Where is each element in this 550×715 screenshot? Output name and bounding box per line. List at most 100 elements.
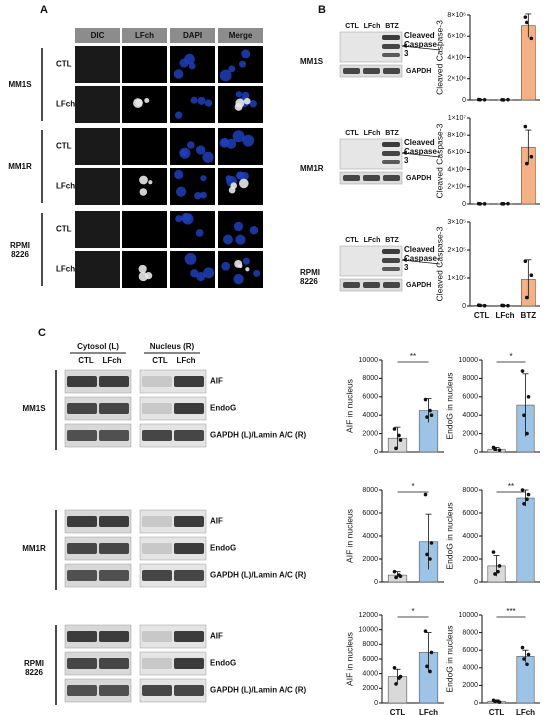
y-tick-label: 10000 <box>359 627 379 634</box>
data-point <box>520 369 525 373</box>
y-tick-label: 10000 <box>359 357 379 364</box>
column-header-box <box>170 28 215 43</box>
y-axis-label: EndoG in nucleus <box>444 625 454 692</box>
data-point <box>392 427 397 431</box>
blot-membrane <box>139 678 207 703</box>
data-point <box>493 699 497 704</box>
blot-membrane <box>64 678 132 703</box>
column-header: DAPI <box>183 31 202 40</box>
y-tick-label: 4000 <box>462 533 478 540</box>
group-label: MM1R <box>8 161 32 171</box>
data-point <box>392 666 397 670</box>
y-tick-label: 8000 <box>362 487 378 494</box>
data-point <box>522 413 526 418</box>
data-point <box>526 395 531 399</box>
blot-band <box>343 175 360 181</box>
y-tick-label: 1×10⁷ <box>448 115 467 122</box>
loading-label: GAPDH <box>406 175 431 182</box>
data-point <box>523 15 528 19</box>
blot-band <box>383 175 400 181</box>
loading-label: GAPDH <box>406 282 431 289</box>
micrograph <box>122 46 167 83</box>
y-tick-label: 6000 <box>362 510 378 517</box>
nucleus <box>238 60 247 68</box>
y-tick-label: 2000 <box>362 685 378 692</box>
nucleus <box>173 69 184 79</box>
column-header-box <box>122 28 167 43</box>
data-point <box>482 202 487 206</box>
blot-band <box>142 543 172 554</box>
data-point <box>525 497 529 502</box>
data-point <box>394 575 398 580</box>
panel-label: C <box>38 327 46 339</box>
micrograph <box>75 168 120 205</box>
data-point <box>425 552 429 557</box>
y-tick-label: 10000 <box>459 357 479 364</box>
y-tick-label: 0 <box>474 579 478 586</box>
x-tick-label: CTL <box>489 708 505 715</box>
x-tick-label: CTL <box>474 311 490 320</box>
bar <box>516 497 535 583</box>
lf-signal <box>235 98 245 108</box>
y-tick-label: 4000 <box>362 533 378 540</box>
blot-membrane <box>139 423 207 448</box>
y-axis-label: Cleaved Caspase-3 <box>434 123 444 198</box>
loading-label: GAPDH <box>406 68 431 75</box>
data-point <box>397 433 401 438</box>
nucleus <box>196 272 206 282</box>
cell-label: MM1R <box>22 544 46 553</box>
data-point <box>525 161 529 166</box>
micrograph <box>122 168 167 205</box>
y-tick-label: 8×10⁶ <box>447 12 466 19</box>
lf-signal <box>243 97 251 105</box>
y-tick-label: 0 <box>462 303 466 310</box>
y-axis-label: AIF in nucleus <box>344 379 354 433</box>
nucleus <box>202 151 214 163</box>
nucleus <box>184 53 195 65</box>
data-point <box>506 303 510 308</box>
y-tick-label: 2000 <box>462 430 478 437</box>
column-header: Merge <box>229 31 253 40</box>
nucleus <box>184 252 197 265</box>
x-tick-label: LFch <box>495 311 514 320</box>
y-tick-label: 2×10⁶ <box>447 184 466 191</box>
data-point <box>478 97 482 102</box>
lane-label: LFch <box>364 23 381 30</box>
row-label: CTL <box>56 60 72 69</box>
arrow-head <box>402 150 407 155</box>
blot-band <box>174 403 204 414</box>
panel-label: A <box>40 4 48 16</box>
y-axis-label: AIF in nucleus <box>344 632 354 686</box>
blot-band <box>142 631 172 642</box>
data-point <box>423 492 428 497</box>
data-point <box>423 629 428 633</box>
y-tick-label: 0 <box>462 97 466 104</box>
nucleus <box>221 261 231 271</box>
blot-band <box>363 282 380 288</box>
cell-label: RPMI 8226 <box>24 659 44 677</box>
micrograph <box>75 128 120 165</box>
data-point <box>429 541 434 545</box>
nucleus <box>241 91 250 100</box>
fraction-label: Cytosol (L) <box>77 342 119 351</box>
blot-band-label: Cleaved Caspase-3 <box>404 245 440 272</box>
nucleus <box>174 169 184 180</box>
significance: * <box>411 607 414 616</box>
nucleus <box>242 257 250 265</box>
y-tick-label: 8000 <box>362 641 378 648</box>
lane-label: BTZ <box>385 23 399 30</box>
y-tick-label: 2×10⁵ <box>447 247 466 254</box>
data-point <box>482 303 487 308</box>
nucleus <box>187 141 195 149</box>
y-tick-label: 0 <box>474 700 478 707</box>
nucleus <box>199 191 207 199</box>
data-point <box>529 36 534 41</box>
y-tick-label: 6000 <box>362 394 378 401</box>
blot-band <box>382 258 400 263</box>
significance: *** <box>506 607 515 616</box>
blot-band <box>142 685 172 696</box>
band-label: GAPDH (L)/Lamin A/C (R) <box>210 686 306 695</box>
blot-membrane <box>139 369 207 394</box>
column-header: DIC <box>91 31 105 40</box>
